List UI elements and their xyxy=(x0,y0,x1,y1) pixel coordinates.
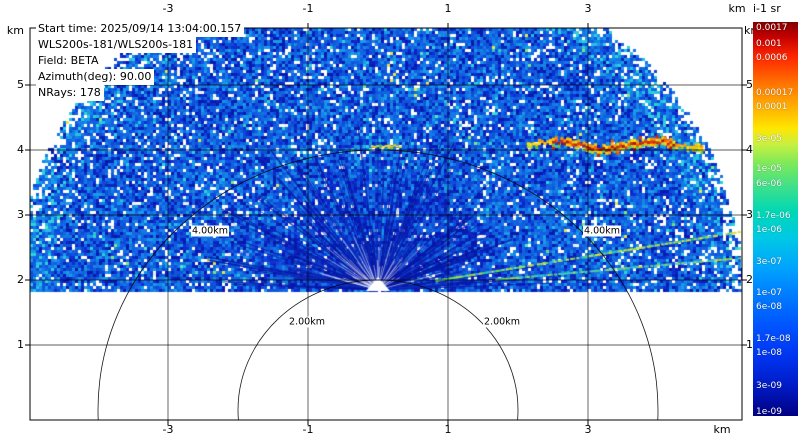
x-axis-tick-label-top: 1 xyxy=(444,2,452,15)
info-line-field: Field: BETA xyxy=(36,53,102,69)
y-axis-tick-label-right: 5 xyxy=(746,78,753,91)
colorbar-tick-label: 6e-08 xyxy=(756,301,782,312)
y-axis-tick-label-left: 5 xyxy=(17,78,24,91)
info-line-azimuth: Azimuth(deg): 90.00 xyxy=(36,69,155,85)
colorbar-tick-label: 0.00017 xyxy=(756,87,794,98)
x-axis-tick-label-top: -1 xyxy=(302,2,314,15)
y-axis-tick-label-right: 4 xyxy=(746,143,753,156)
colorbar-tick-label: 6e-06 xyxy=(756,178,782,189)
colorbar-tick-label: 0.0017 xyxy=(756,22,788,33)
colorbar-tick-label: 0.0001 xyxy=(756,101,788,112)
y-axis-tick-label-left: 4 xyxy=(17,143,24,156)
y-axis-tick-label-right: 2 xyxy=(746,273,753,286)
colorbar-tick-label: 1.7e-06 xyxy=(756,210,791,221)
x-axis-tick-label-bottom: 3 xyxy=(584,423,592,436)
y-axis-tick-label-left: 3 xyxy=(17,208,24,221)
colorbar: 0.0017 0.001 0.0006 0.00017 0.0001 3e-05 1e-05… xyxy=(753,22,798,418)
colorbar-tick-label: 1e-05 xyxy=(756,164,782,175)
y-axis-unit-left: km xyxy=(6,24,24,37)
colorbar-tick-label: 0.0006 xyxy=(756,53,788,64)
range-ring-label: 2.00km xyxy=(288,316,326,328)
info-line-start-time: Start time: 2025/09/14 13:04:00.157 xyxy=(36,21,245,37)
y-axis-tick-label-left: 1 xyxy=(17,338,24,351)
colorbar-tick-label: 1.7e-08 xyxy=(756,334,791,345)
x-axis-tick-label-top: 3 xyxy=(584,2,592,15)
range-ring-label: 2.00km xyxy=(483,316,521,328)
colorbar-tick-label: 1e-08 xyxy=(756,348,782,359)
y-axis-tick-label-right: 3 xyxy=(746,208,753,221)
info-line-instrument: WLS200s-181/WLS200s-181 xyxy=(36,37,197,53)
colorbar-tick-label: 3e-09 xyxy=(756,380,782,391)
x-axis-tick-label-bottom: -3 xyxy=(162,423,174,436)
y-axis-tick-label-right: 1 xyxy=(746,338,753,351)
range-ring-label: 4.00km xyxy=(191,225,229,237)
colorbar-tick-label: 1e-09 xyxy=(756,407,782,418)
colorbar-tick-label: 3e-05 xyxy=(756,134,782,145)
x-axis-unit-bottom: km xyxy=(713,423,731,436)
info-line-nrays: NRays: 178 xyxy=(36,85,104,101)
colorbar-tick-label: 1e-07 xyxy=(756,287,782,298)
colorbar-tick-label: 0.001 xyxy=(756,39,782,50)
colorbar-tick-label: 1e-06 xyxy=(756,225,782,236)
x-axis-tick-label-top: -3 xyxy=(162,2,174,15)
x-axis-tick-label-bottom: -1 xyxy=(302,423,314,436)
range-ring-label: 4.00km xyxy=(583,225,621,237)
scan-info-panel: Start time: 2025/09/14 13:04:00.157 WLS2… xyxy=(36,21,245,101)
colorbar-tick-label: 3e-07 xyxy=(756,257,782,268)
x-axis-unit-top: km xyxy=(728,2,746,15)
x-axis-tick-label-bottom: 1 xyxy=(444,423,452,436)
y-axis-tick-label-left: 2 xyxy=(17,273,24,286)
colorbar-title: i-1 sr xyxy=(753,2,781,15)
scan-heatmap-canvas xyxy=(30,28,742,420)
